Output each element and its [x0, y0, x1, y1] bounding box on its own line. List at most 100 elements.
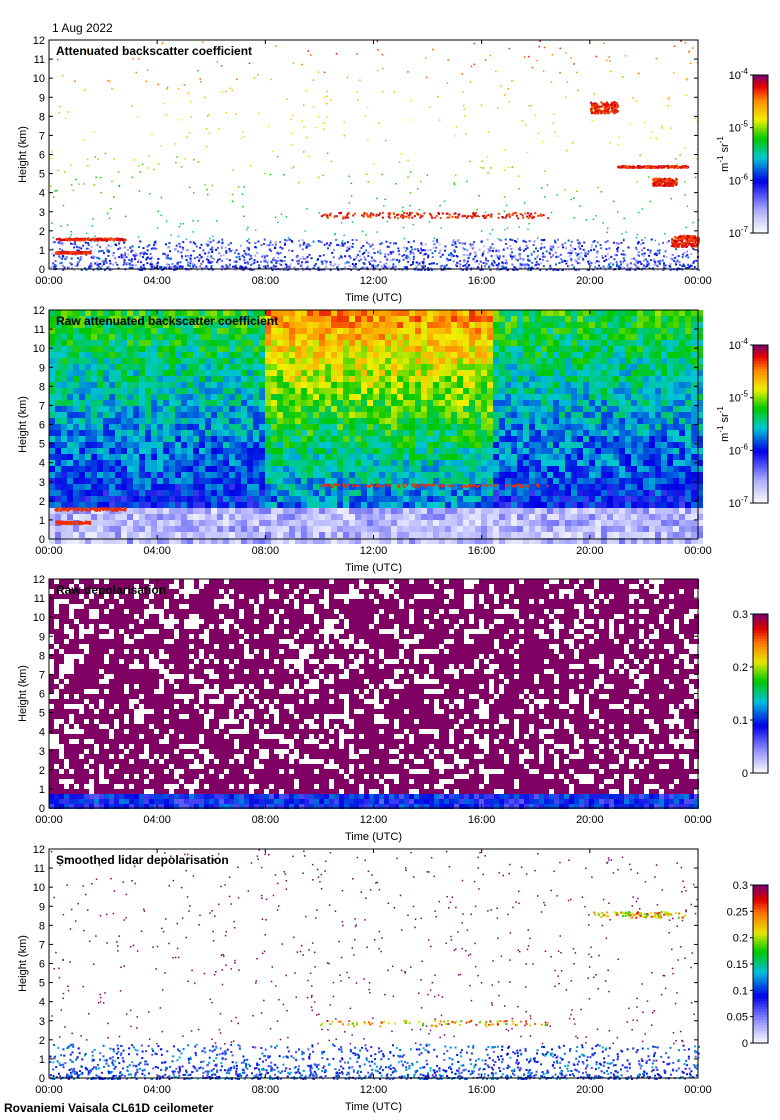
colorbar-swatch — [753, 117, 768, 121]
colorbar-swatch — [753, 434, 768, 438]
colorbar-swatch — [753, 1011, 768, 1015]
colorbar-swatch — [753, 161, 768, 166]
colorbar-swatch — [753, 455, 768, 459]
colorbar-swatch — [753, 429, 768, 433]
colorbar-swatch — [753, 366, 768, 370]
colorbar-swatch — [753, 696, 768, 700]
x-axis-label: Time (UTC) — [345, 1101, 402, 1113]
x-tick-label: 08:00 — [252, 275, 280, 287]
y-tick-label: 8 — [39, 920, 45, 932]
plot-frame — [48, 39, 699, 270]
colorbar-swatch — [753, 198, 768, 202]
colorbar-swatch — [753, 987, 768, 991]
colorbar-swatch — [753, 725, 768, 729]
colorbar-swatch — [753, 624, 768, 628]
colorbar-swatch — [753, 653, 768, 657]
colorbar-swatch — [753, 447, 768, 451]
colorbar-swatch — [753, 127, 768, 131]
y-axis-label: Height (km) — [17, 665, 29, 722]
colorbar-swatch — [753, 373, 768, 378]
colorbar-tick-exponent: -4 — [741, 67, 749, 76]
colorbar-tick-exponent: -4 — [741, 337, 749, 346]
colorbar-swatch — [753, 146, 768, 150]
y-tick-label: 7 — [39, 400, 45, 412]
colorbar-swatch — [753, 135, 768, 139]
panel-2-colorbar: 10-7 10-6 10-5 10-4 m-1 sr-1 — [716, 337, 769, 510]
colorbar-swatch — [753, 890, 768, 894]
panel-4-colorbar: 0 0.05 0.1 0.15 0.2 0.25 0.3 — [727, 880, 769, 1050]
colorbar-swatch — [753, 489, 768, 494]
colorbar-swatch — [753, 222, 768, 226]
colorbar-swatch — [753, 439, 768, 444]
colorbar-swatch — [753, 1016, 768, 1020]
colorbar-swatch — [753, 479, 768, 483]
colorbar-swatch — [753, 460, 768, 465]
x-tick-label: 16:00 — [468, 545, 496, 557]
colorbar-swatch — [753, 1024, 768, 1028]
colorbar-swatch — [753, 119, 768, 123]
colorbar-swatch — [753, 693, 768, 697]
colorbar-swatch — [753, 413, 768, 417]
y-tick-label: 3 — [39, 477, 45, 489]
colorbar-swatch — [753, 714, 768, 718]
y-tick-label: 6 — [39, 959, 45, 971]
colorbar-swatch — [753, 379, 768, 383]
colorbar-swatch — [753, 193, 768, 197]
y-tick-label: 6 — [39, 150, 45, 162]
colorbar-swatch — [753, 730, 768, 734]
colorbar-tick-label: 10-5 — [729, 120, 749, 135]
colorbar-swatch — [753, 442, 768, 446]
colorbar-swatch — [753, 656, 768, 660]
x-tick-label: 04:00 — [143, 814, 171, 826]
colorbar-swatch — [753, 201, 768, 205]
colorbar-swatch — [753, 735, 768, 740]
colorbar-swatch — [753, 355, 768, 359]
colorbar-tick-label: 10-7 — [729, 225, 749, 240]
colorbar-swatch — [753, 940, 768, 944]
panel-1-backscatter-field — [49, 40, 700, 271]
colorbar-swatch — [753, 484, 768, 488]
colorbar-swatch — [753, 122, 768, 126]
x-axis-label: Time (UTC) — [345, 292, 402, 304]
colorbar-swatch — [753, 182, 768, 187]
y-tick-label: 6 — [39, 689, 45, 701]
colorbar-swatch — [753, 982, 768, 986]
colorbar-swatch — [753, 130, 768, 134]
colorbar-swatch — [753, 979, 768, 984]
colorbar-swatch — [753, 669, 768, 673]
colorbar-swatch — [753, 227, 768, 231]
colorbar-swatch — [753, 468, 768, 472]
colorbar-swatch — [753, 627, 768, 631]
x-tick-label: 04:00 — [143, 275, 171, 287]
colorbar-swatch — [753, 945, 768, 949]
colorbar-swatch — [753, 704, 768, 708]
colorbar-swatch — [753, 738, 768, 742]
y-tick-label: 1 — [39, 245, 45, 257]
y-tick-label: 12 — [33, 305, 45, 317]
colorbar-swatch — [753, 88, 768, 92]
x-tick-label: 20:00 — [576, 1084, 604, 1096]
panel-title: Raw attenuated backscatter coefficient — [56, 314, 278, 328]
colorbar-swatch — [753, 942, 768, 947]
colorbar-swatch — [753, 230, 768, 234]
panel-title: Raw depolarisation — [56, 583, 166, 597]
colorbar-swatch — [753, 720, 768, 724]
x-tick-label: 20:00 — [576, 814, 604, 826]
y-tick-label: 1 — [39, 784, 45, 796]
colorbar-swatch — [753, 402, 768, 407]
x-tick-label: 08:00 — [252, 1084, 280, 1096]
colorbar-swatch — [753, 977, 768, 981]
colorbar-swatch — [753, 956, 768, 960]
colorbar-swatch — [753, 990, 768, 994]
x-tick-label: 16:00 — [468, 275, 496, 287]
x-tick-label: 00:00 — [35, 814, 63, 826]
colorbar-swatch — [753, 80, 768, 84]
colorbar-swatch — [753, 717, 768, 721]
colorbar-frame — [752, 74, 769, 234]
y-tick-label: 3 — [39, 746, 45, 758]
y-tick-label: 9 — [39, 901, 45, 913]
colorbar-swatch — [753, 903, 768, 907]
y-axis-label: Height (km) — [17, 396, 29, 453]
y-tick-label: 10 — [33, 343, 45, 355]
colorbar-swatch — [753, 621, 768, 626]
